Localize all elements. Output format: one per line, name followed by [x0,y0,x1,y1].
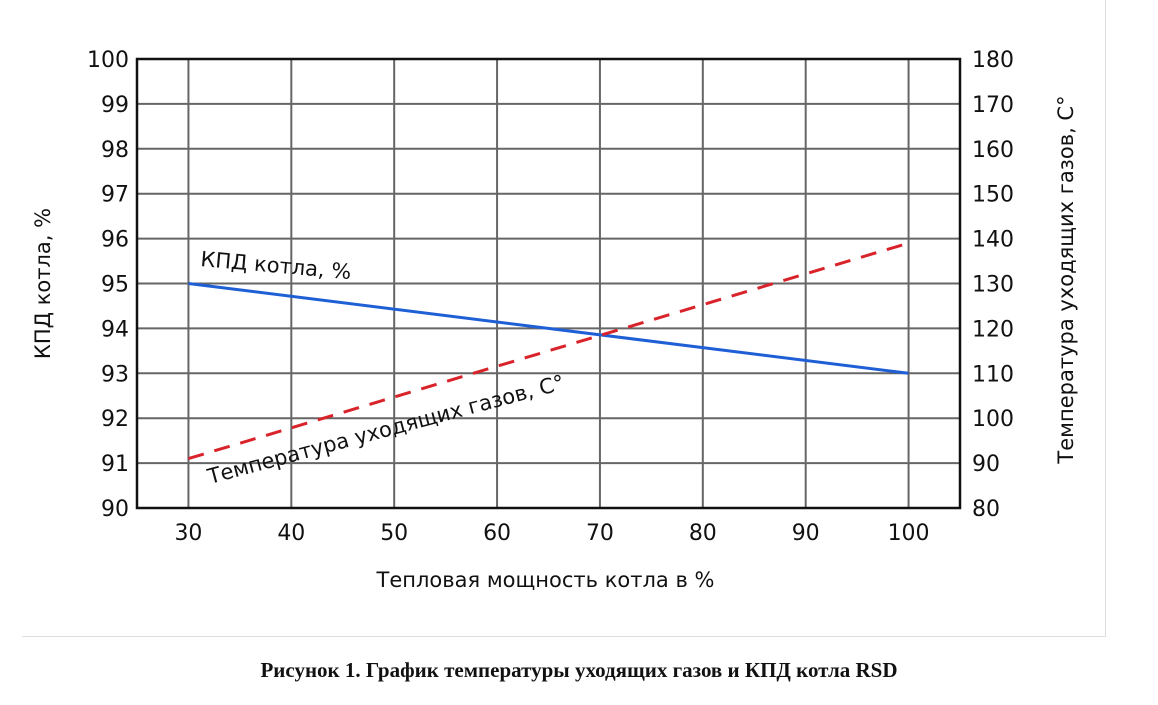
y-tick-label: 94 [101,317,129,342]
x-tick-label: 90 [792,521,820,546]
plot-border [135,57,962,510]
y-tick-label: 90 [101,497,129,522]
y2-tick-label: 180 [972,48,1014,73]
y2-tick-label: 100 [972,407,1014,432]
y-tick-label: 91 [101,452,129,477]
y2-axis-title: Температура уходящих газов, С° [1054,95,1078,464]
y2-tick-label: 120 [972,317,1014,342]
y2-tick-label: 170 [972,93,1014,118]
y2-tick-label: 110 [972,362,1014,387]
x-tick-label: 60 [483,521,511,546]
y-tick-label: 100 [87,48,129,73]
y2-tick-label: 80 [972,497,1000,522]
x-tick-label: 50 [380,521,408,546]
figure-frame [22,0,1106,637]
y-tick-label: 95 [101,273,129,298]
figure-caption: Рисунок 1. График температуры уходящих г… [260,658,898,682]
series-label-temperature: Температура уходящих газов, С° [204,370,567,489]
y-axis-title: КПД котла, % [31,208,55,359]
y2-tick-label: 130 [972,273,1014,298]
x-tick-label: 40 [277,521,305,546]
y-tick-label: 99 [101,93,129,118]
x-axis-title: Тепловая мощность котла в % [376,568,715,592]
y-tick-label: 96 [101,228,129,253]
x-tick-label: 30 [174,521,202,546]
y-tick-label: 93 [101,362,129,387]
x-tick-label: 100 [888,521,930,546]
y2-tick-label: 150 [972,183,1014,208]
y-tick-label: 98 [101,138,129,163]
series-label-efficiency: КПД котла, % [200,247,353,284]
y2-tick-label: 140 [972,228,1014,253]
series-line-2 [188,241,909,461]
series-line-1 [188,282,909,375]
x-tick-label: 80 [689,521,717,546]
y-tick-label: 97 [101,183,129,208]
x-tick-label: 70 [586,521,614,546]
y2-tick-label: 90 [972,452,1000,477]
y-tick-label: 92 [101,407,129,432]
y2-tick-label: 160 [972,138,1014,163]
